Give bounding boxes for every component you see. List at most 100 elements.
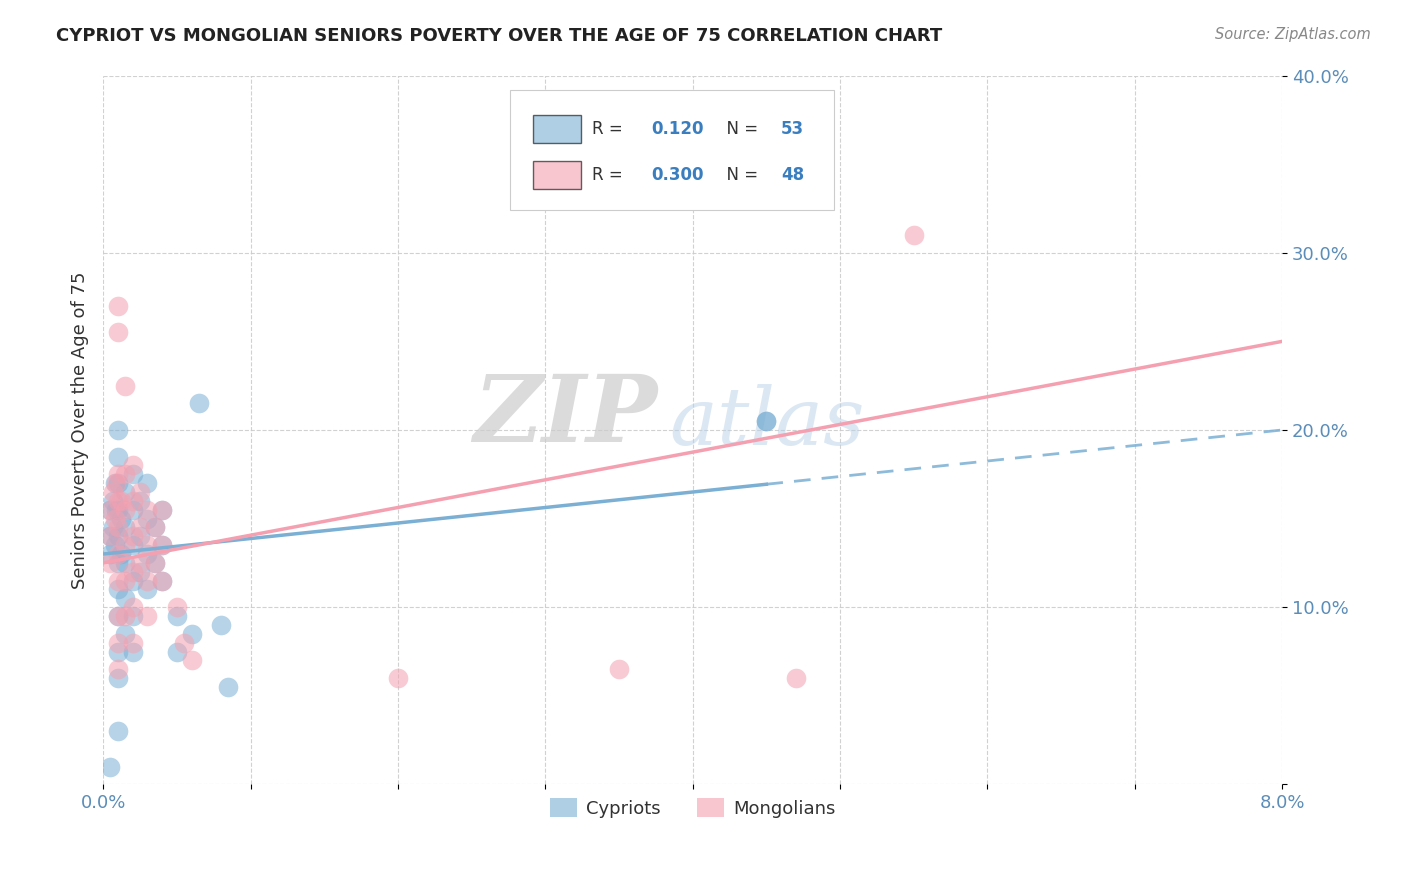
Point [136, 511, 159, 525]
Point [129, 529, 152, 543]
Point [107, 520, 129, 534]
Point [143, 556, 166, 570]
Point [107, 467, 129, 482]
Point [121, 458, 143, 473]
Point [100, 547, 122, 561]
Point [114, 378, 136, 392]
Point [121, 644, 143, 658]
Point [755, 414, 778, 428]
Point [107, 635, 129, 649]
Text: Source: ZipAtlas.com: Source: ZipAtlas.com [1215, 27, 1371, 42]
Point [107, 423, 129, 437]
Point [121, 574, 143, 588]
Point [107, 671, 129, 685]
Point [110, 511, 132, 525]
Point [136, 538, 159, 552]
Text: atlas: atlas [669, 384, 865, 462]
Point [150, 538, 173, 552]
Point [107, 326, 129, 340]
Point [129, 556, 152, 570]
Point [121, 494, 143, 508]
Point [100, 529, 122, 543]
Point [785, 671, 807, 685]
Text: R =: R = [592, 120, 628, 137]
Text: R =: R = [592, 166, 628, 184]
Point [121, 609, 143, 624]
Point [129, 485, 152, 500]
Point [107, 609, 129, 624]
Point [136, 547, 159, 561]
Point [107, 450, 129, 464]
Point [114, 591, 136, 606]
Point [107, 662, 129, 676]
Point [143, 556, 166, 570]
Text: CYPRIOT VS MONGOLIAN SENIORS POVERTY OVER THE AGE OF 75 CORRELATION CHART: CYPRIOT VS MONGOLIAN SENIORS POVERTY OVE… [56, 27, 942, 45]
FancyBboxPatch shape [510, 90, 834, 211]
Point [903, 227, 925, 242]
Point [387, 671, 409, 685]
Point [187, 396, 209, 410]
Point [104, 511, 127, 525]
Point [180, 653, 202, 667]
Point [755, 414, 778, 428]
Point [143, 520, 166, 534]
Point [107, 556, 129, 570]
FancyBboxPatch shape [533, 114, 581, 143]
Point [110, 494, 132, 508]
Point [166, 600, 188, 615]
Point [107, 724, 129, 739]
Point [107, 502, 129, 516]
Point [104, 476, 127, 491]
Point [180, 627, 202, 641]
Point [100, 760, 122, 774]
Point [150, 574, 173, 588]
Text: ZIP: ZIP [472, 371, 657, 461]
Point [107, 574, 129, 588]
FancyBboxPatch shape [533, 161, 581, 189]
Point [107, 582, 129, 597]
Point [107, 299, 129, 313]
Point [107, 476, 129, 491]
Point [103, 494, 125, 508]
Y-axis label: Seniors Poverty Over the Age of 75: Seniors Poverty Over the Age of 75 [72, 271, 89, 589]
Text: 48: 48 [782, 166, 804, 184]
Point [107, 529, 129, 543]
Point [100, 529, 122, 543]
Point [166, 644, 188, 658]
Point [121, 529, 143, 543]
Point [105, 502, 128, 516]
Text: 0.300: 0.300 [651, 166, 704, 184]
Point [173, 635, 195, 649]
Point [166, 609, 188, 624]
Point [103, 520, 125, 534]
Text: N =: N = [716, 166, 763, 184]
Point [114, 556, 136, 570]
Point [136, 609, 159, 624]
Point [105, 476, 128, 491]
Point [121, 467, 143, 482]
Point [129, 494, 152, 508]
Point [129, 520, 152, 534]
Text: N =: N = [716, 120, 763, 137]
Point [217, 680, 239, 694]
Point [136, 582, 159, 597]
Point [136, 502, 159, 516]
Point [114, 538, 136, 552]
Point [150, 574, 173, 588]
Point [121, 600, 143, 615]
Point [114, 574, 136, 588]
Point [114, 485, 136, 500]
Point [121, 502, 143, 516]
Point [150, 538, 173, 552]
Point [129, 565, 152, 579]
Point [114, 627, 136, 641]
Point [103, 485, 125, 500]
Point [100, 502, 122, 516]
Point [114, 502, 136, 516]
Point [100, 502, 122, 516]
Point [607, 662, 630, 676]
Point [100, 556, 122, 570]
Point [107, 547, 129, 561]
Text: 53: 53 [782, 120, 804, 137]
Point [121, 538, 143, 552]
